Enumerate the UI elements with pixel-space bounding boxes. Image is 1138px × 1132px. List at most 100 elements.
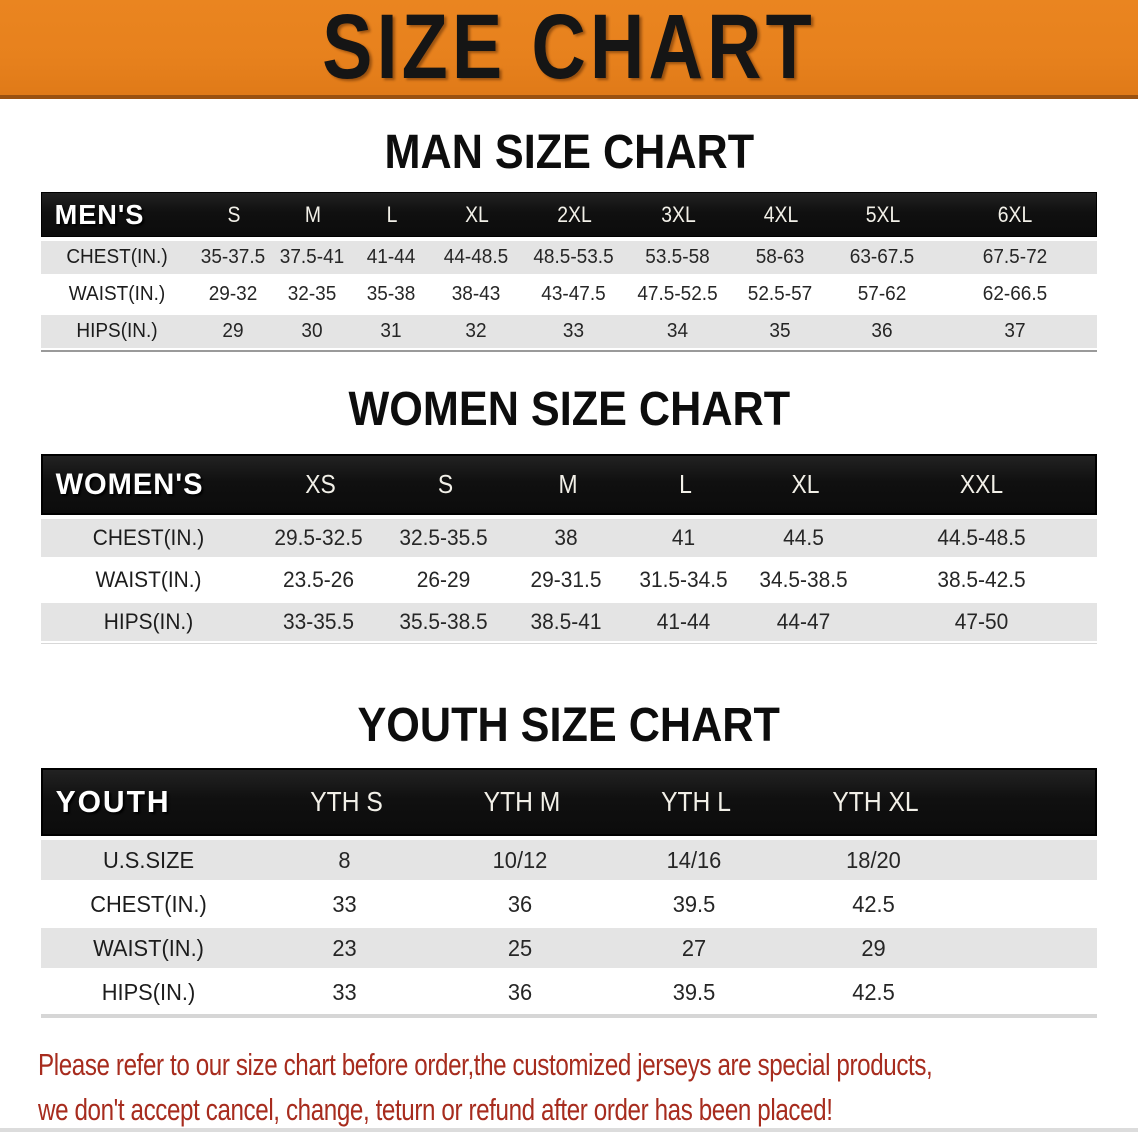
size-value-cell: 41 [671,525,696,550]
table-row: U.S.SIZE 8 10/12 14/16 18/20 [41,840,1097,880]
size-column-header: S [227,201,241,227]
size-value-cell: 29.5-32.5 [274,525,363,550]
row-label: WAIST(IN.) [95,567,202,592]
size-value-cell: 41-44 [656,609,711,634]
women-size-table: WOMEN'S XS S M L XL XXL CHEST(IN.) 29.5-… [41,454,1097,644]
disclaimer-line-1: Please refer to our size chart before or… [38,1047,933,1082]
size-column-header: S [437,469,454,499]
table-row: CHEST(IN.) 33 36 39.5 42.5 [41,884,1097,924]
size-value-cell: 43-47.5 [541,283,606,305]
size-value-cell: 29 [861,934,886,961]
row-label: CHEST(IN.) [66,246,168,268]
size-value-cell: 34 [666,320,689,342]
row-label: U.S.SIZE [102,846,195,873]
size-value-cell: 38-43 [451,283,501,305]
size-value-cell: 10/12 [492,846,548,873]
order-disclaimer: Please refer to our size chart before or… [38,1042,1138,1132]
size-value-cell: 8 [338,846,351,873]
row-label: WAIST(IN.) [93,934,204,961]
size-value-cell: 14/16 [666,846,722,873]
size-column-header: XXL [959,469,1004,499]
table-row: HIPS(IN.) 29 30 31 32 33 34 35 36 37 [41,315,1097,348]
size-value-cell: 57-62 [857,283,907,305]
size-value-cell: 26-29 [416,567,471,592]
size-value-cell: 47-50 [954,609,1009,634]
size-column-header: XS [305,469,336,499]
size-column-header: 3XL [661,201,696,227]
banner-title: SIZE CHART [322,0,816,98]
table-row: CHEST(IN.) 35-37.5 37.5-41 41-44 44-48.5… [41,241,1097,274]
size-value-cell: 23 [332,934,357,961]
size-value-cell: 32 [465,320,487,342]
table-row: WAIST(IN.) 23.5-26 26-29 29-31.5 31.5-34… [41,561,1097,599]
youth-header-label: YOUTH [55,784,171,819]
table-bottom-divider [41,1014,1097,1018]
youth-size-table: YOUTH YTH S YTH M YTH L YTH XL U.S.SIZE … [41,768,1097,1018]
size-value-cell: 44-47 [776,609,831,634]
size-value-cell: 35-38 [366,283,416,305]
size-value-cell: 41-44 [366,246,416,268]
size-column-header: XL [791,469,820,499]
size-value-cell: 31 [380,320,402,342]
row-label: HIPS(IN.) [101,978,196,1005]
size-value-cell: 44.5-48.5 [937,525,1026,550]
size-value-cell: 30 [301,320,323,342]
size-column-header: 4XL [763,201,799,227]
bottom-edge-strip [0,1128,1138,1132]
size-column-header: L [679,469,692,499]
table-bottom-divider [41,350,1097,352]
size-value-cell: 31.5-34.5 [639,567,728,592]
women-header-label: WOMEN'S [55,467,204,501]
size-value-cell: 53.5-58 [645,246,710,268]
size-value-cell: 29-31.5 [530,567,602,592]
size-value-cell: 33 [332,978,357,1005]
size-value-cell: 52.5-57 [747,283,813,305]
size-value-cell: 33 [332,890,357,917]
women-chart-title: WOMEN SIZE CHART [348,383,790,436]
row-label: CHEST(IN.) [92,525,205,550]
size-value-cell: 35.5-38.5 [399,609,488,634]
size-value-cell: 47.5-52.5 [637,283,718,305]
size-value-cell: 39.5 [672,978,716,1005]
table-row: HIPS(IN.) 33-35.5 35.5-38.5 38.5-41 41-4… [41,603,1097,641]
size-value-cell: 32-35 [287,283,337,305]
size-value-cell: 39.5 [672,890,716,917]
size-column-header: 6XL [997,201,1033,227]
row-label: WAIST(IN.) [68,283,166,305]
size-column-header: 2XL [557,201,592,227]
row-label: CHEST(IN.) [90,890,207,917]
size-value-cell: 29 [222,320,244,342]
size-value-cell: 44-48.5 [443,246,509,268]
row-label: HIPS(IN.) [103,609,194,634]
youth-table-header: YOUTH YTH S YTH M YTH L YTH XL [41,768,1097,836]
size-value-cell: 58-63 [755,246,805,268]
size-column-header: M [558,469,578,499]
disclaimer-line-2: we don't accept cancel, change, teturn o… [38,1092,833,1127]
size-column-header: M [304,201,322,227]
size-value-cell: 63-67.5 [849,246,915,268]
size-column-header: YTH S [310,786,383,817]
table-row: WAIST(IN.) 29-32 32-35 35-38 38-43 43-47… [41,278,1097,311]
men-chart-title: MAN SIZE CHART [384,126,754,179]
size-value-cell: 35-37.5 [200,246,266,268]
men-header-label: MEN'S [54,198,145,230]
size-value-cell: 38.5-42.5 [937,567,1026,592]
size-value-cell: 29-32 [208,283,258,305]
youth-chart-title: YOUTH SIZE CHART [357,699,781,752]
size-value-cell: 32.5-35.5 [399,525,488,550]
size-value-cell: 35 [769,320,791,342]
size-value-cell: 23.5-26 [283,567,354,592]
size-value-cell: 25 [507,934,533,961]
size-value-cell: 67.5-72 [982,246,1048,268]
size-value-cell: 42.5 [852,978,895,1005]
size-value-cell: 33 [562,320,585,342]
size-column-header: XL [465,201,489,227]
size-column-header: YTH XL [832,786,919,817]
size-value-cell: 36 [507,890,533,917]
men-table-header: MEN'S S M L XL 2XL 3XL 4XL 5XL 6XL [41,192,1097,237]
size-column-header: YTH M [483,786,561,817]
size-chart-banner: SIZE CHART [0,0,1138,99]
size-value-cell: 18/20 [846,846,901,873]
row-label: HIPS(IN.) [76,320,158,342]
size-value-cell: 36 [871,320,893,342]
